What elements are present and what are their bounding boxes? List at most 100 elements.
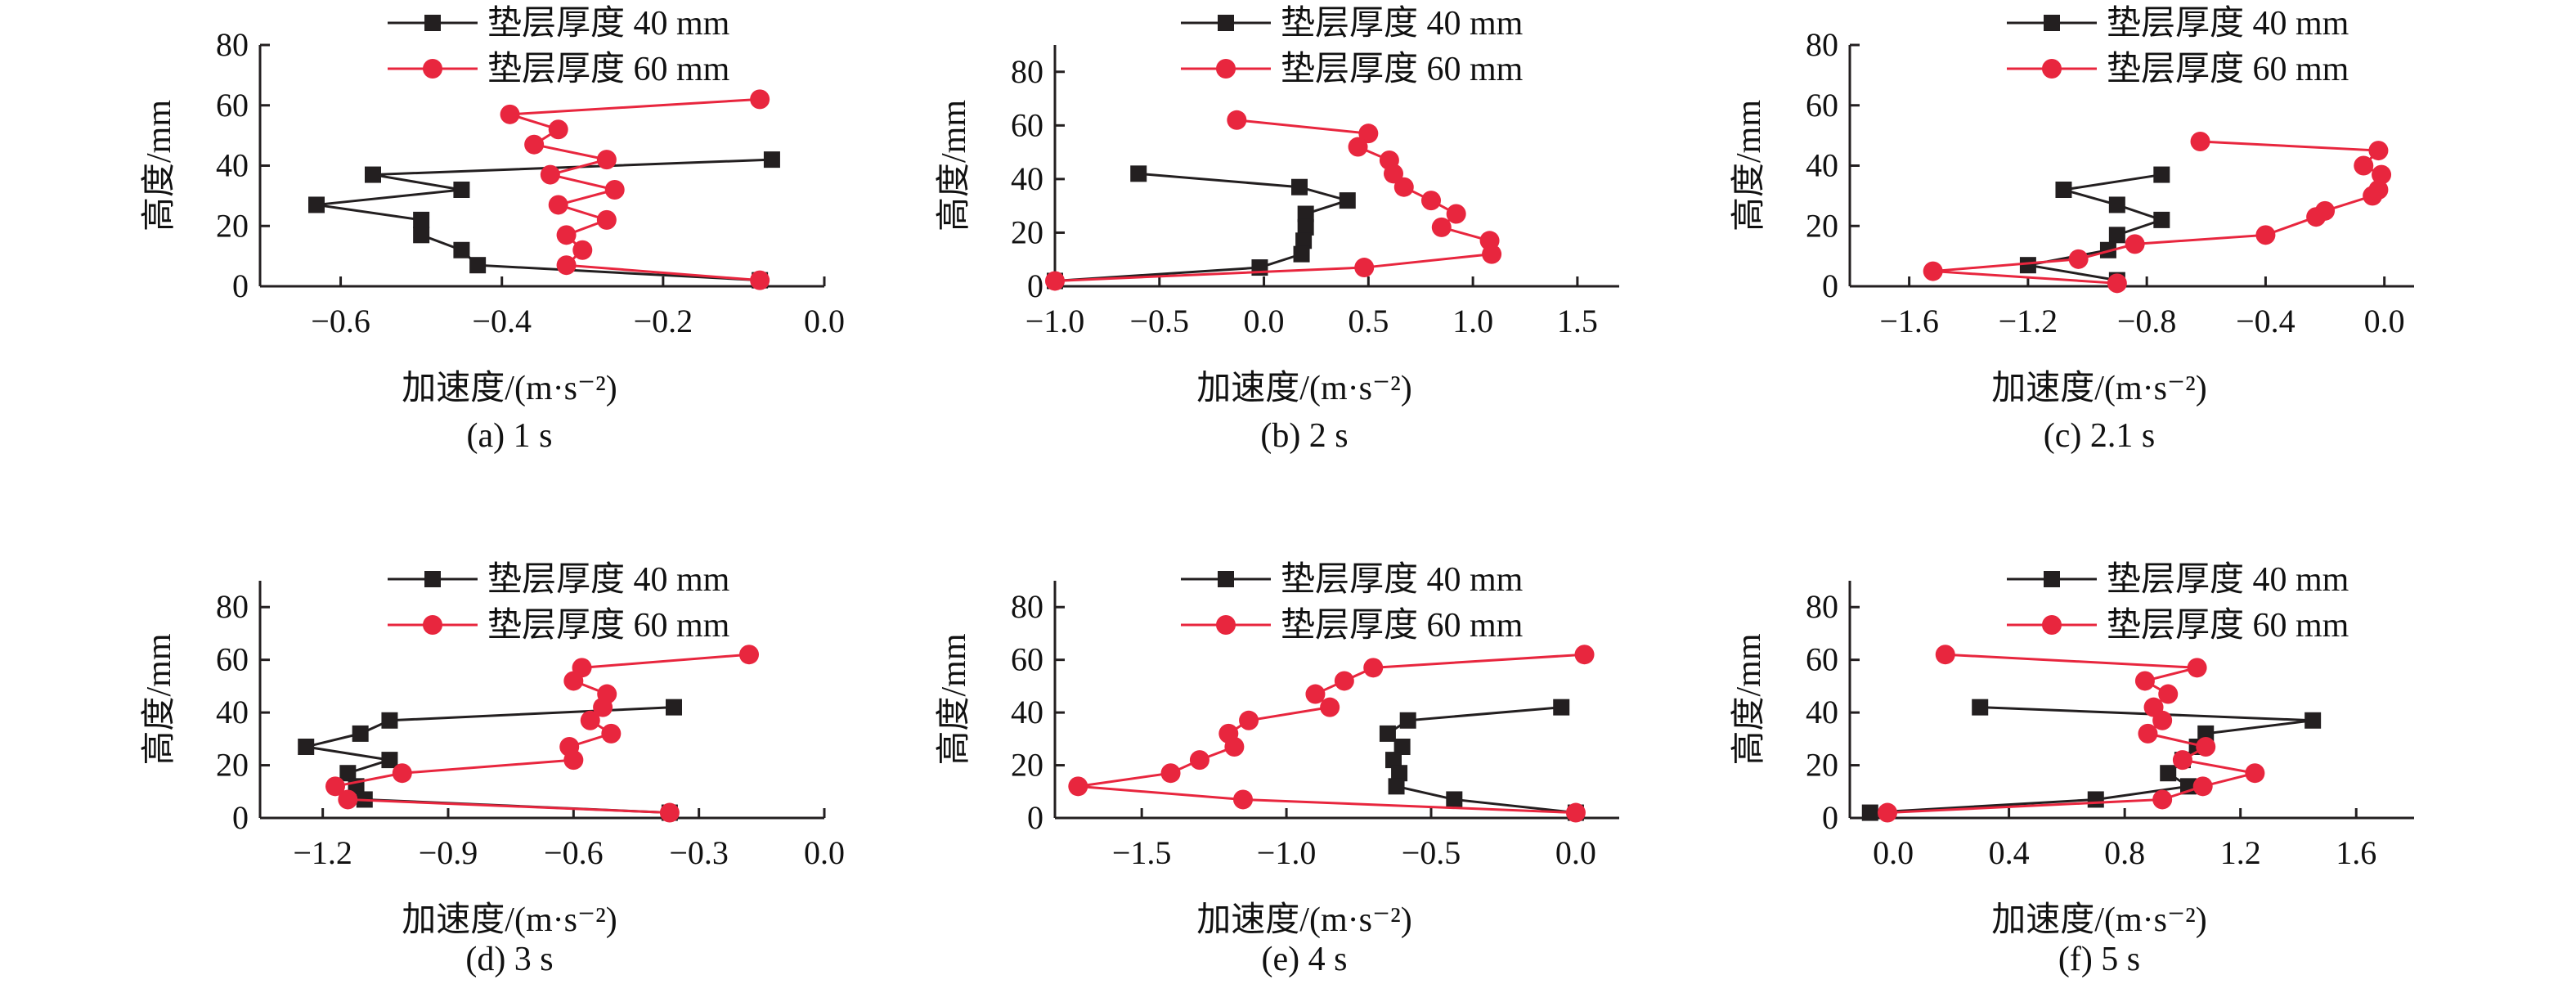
data-point <box>2187 658 2207 678</box>
x-tick-label: −1.0 <box>1257 834 1317 871</box>
data-point <box>548 119 568 140</box>
data-point <box>1972 699 1989 716</box>
data-point <box>2160 765 2177 782</box>
legend-label: 垫层厚度 40 mm <box>1281 561 1524 599</box>
data-point <box>1354 258 1375 278</box>
data-point <box>1297 205 1314 222</box>
y-tick-label: 20 <box>1806 747 1838 784</box>
y-tick-label: 80 <box>216 588 249 625</box>
data-point <box>413 211 430 228</box>
data-point <box>2125 234 2145 254</box>
data-point <box>666 699 682 716</box>
data-point <box>1068 776 1088 797</box>
data-point <box>338 789 358 810</box>
legend-marker <box>1216 59 1236 79</box>
y-tick-label: 60 <box>1011 106 1043 143</box>
x-tick-label: 1.6 <box>2336 834 2376 871</box>
data-point <box>1348 137 1368 157</box>
data-point <box>1130 165 1147 182</box>
data-point <box>2068 249 2089 269</box>
data-point <box>1305 684 1326 704</box>
x-axis-label: 加速度/(m·s⁻²) <box>1196 370 1411 407</box>
y-tick-label: 60 <box>216 87 249 124</box>
legend-label: 垫层厚度 60 mm <box>2107 51 2349 88</box>
legend-marker <box>2044 571 2060 587</box>
y-tick-label: 40 <box>1011 160 1043 197</box>
y-tick-label: 0 <box>232 267 249 304</box>
data-point <box>739 645 759 665</box>
data-point <box>596 150 617 170</box>
legend-label: 垫层厚度 60 mm <box>487 51 730 88</box>
data-point <box>1227 110 1247 130</box>
data-point <box>524 134 545 155</box>
data-point <box>563 671 584 691</box>
data-point <box>563 750 584 771</box>
chart-panel-6: 0 20 40 60 80 0.0 0.4 0.8 1.2 1.6 加速度/(m·s⁻²) 高度/mm… <box>1730 561 2414 978</box>
data-point <box>381 752 398 769</box>
legend-marker <box>1216 615 1236 635</box>
series-line-2 <box>509 97 761 282</box>
chart-panel-3: 0 20 40 60 80 −1.6 −1.2 −0.8 −0.4 0.0 加速度/(m·s⁻²) 高… <box>1730 5 2414 455</box>
data-point <box>2019 257 2036 274</box>
y-tick-label: 40 <box>216 147 249 184</box>
data-point <box>1379 725 1396 742</box>
data-point <box>1385 752 1402 769</box>
panel-caption: (e) 4 s <box>1262 941 1348 978</box>
data-point <box>2108 227 2125 244</box>
chart-panel-2: 0 20 40 60 80 −1.0 −0.5 0.0 0.5 1.0 1.5 加速度/(m·s⁻²)… <box>936 5 1619 455</box>
data-point <box>352 725 369 742</box>
x-tick-label: −0.2 <box>634 303 693 339</box>
y-tick-label: 40 <box>1806 147 1838 184</box>
data-point <box>1293 245 1310 263</box>
data-point <box>2255 225 2276 245</box>
y-axis-label: 高度/mm <box>1730 633 1768 765</box>
data-point <box>381 712 398 729</box>
y-axis-label: 高度/mm <box>141 633 178 765</box>
y-tick-label: 80 <box>1011 53 1043 90</box>
legend-marker <box>1218 571 1234 587</box>
x-tick-label: 1.0 <box>1452 303 1493 339</box>
data-point <box>1391 765 1408 782</box>
data-point <box>1878 802 1897 823</box>
y-tick-label: 60 <box>1806 641 1838 678</box>
data-point <box>392 763 412 784</box>
series-line-2 <box>333 653 750 815</box>
x-tick-label: 0.8 <box>2104 834 2145 871</box>
x-tick-label: −0.4 <box>472 303 532 339</box>
legend-label: 垫层厚度 40 mm <box>2107 561 2349 599</box>
legend-label: 垫层厚度 40 mm <box>487 5 730 43</box>
data-point <box>1861 804 1878 821</box>
y-tick-label: 80 <box>1806 588 1838 625</box>
panel-caption: (b) 2 s <box>1260 417 1348 455</box>
legend-label: 垫层厚度 40 mm <box>2107 5 2349 43</box>
data-point <box>580 710 600 730</box>
data-point <box>2152 710 2173 730</box>
data-point <box>1431 217 1452 237</box>
y-tick-label: 40 <box>1011 694 1043 730</box>
data-point <box>1363 658 1384 678</box>
data-point <box>500 104 520 124</box>
data-point <box>1295 232 1313 249</box>
y-tick-label: 20 <box>216 207 249 244</box>
data-point <box>2368 141 2389 161</box>
data-point <box>1320 697 1340 717</box>
series-line-2 <box>1078 653 1585 815</box>
data-point <box>2354 155 2374 176</box>
data-point <box>1388 778 1405 795</box>
data-point <box>548 195 568 215</box>
x-tick-label: 0.0 <box>2364 303 2405 339</box>
data-point <box>601 723 622 744</box>
data-point <box>1446 204 1466 224</box>
data-point <box>1565 802 1586 823</box>
x-tick-label: −0.6 <box>311 303 370 339</box>
data-point <box>2153 211 2170 228</box>
legend-marker <box>2044 15 2060 31</box>
legend-label: 垫层厚度 60 mm <box>1281 51 1524 88</box>
data-point <box>1482 244 1502 264</box>
data-point <box>593 697 613 717</box>
x-tick-label: −0.8 <box>2117 303 2177 339</box>
x-tick-label: −1.5 <box>1112 834 1172 871</box>
data-point <box>453 241 470 258</box>
panel-caption: (d) 3 s <box>465 941 553 978</box>
